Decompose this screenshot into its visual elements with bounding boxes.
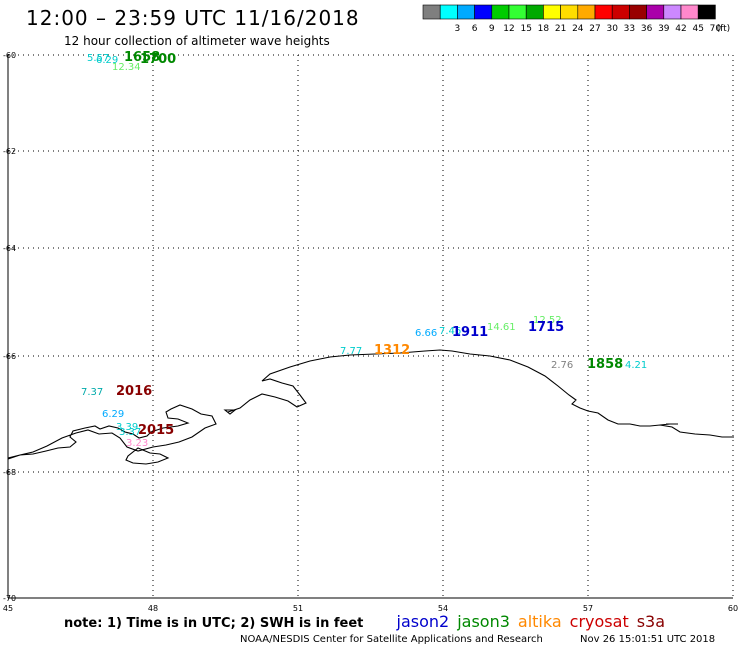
wave-observation-label: 1658 [124, 50, 160, 65]
lon-tick-label: 51 [293, 604, 303, 613]
map-subtitle: 12 hour collection of altimeter wave hei… [64, 34, 330, 48]
colorbar-swatch [577, 4, 596, 20]
colorbar-swatch [543, 4, 561, 20]
lat-tick-label: -66 [3, 352, 16, 361]
timestamp-text: Nov 26 15:01:51 UTC 2018 [580, 634, 716, 645]
wave-observation-label: 3.37 [119, 427, 141, 438]
satellite-legend: jason2 jason3 altika cryosat s3a [397, 612, 674, 631]
colorbar-swatch [474, 4, 493, 20]
lon-tick-label: 54 [438, 604, 448, 613]
wave-observation-label: 1911 [452, 325, 488, 340]
lat-tick-label: -64 [3, 244, 16, 253]
wave-observation-label: 14.61 [487, 322, 516, 333]
wave-observation-label: 6.29 [102, 409, 124, 420]
wave-observation-label: 6.66 [415, 328, 437, 339]
colorbar-swatch [629, 4, 647, 20]
colorbar-swatch [422, 4, 441, 20]
lon-tick-label: 60 [728, 604, 738, 613]
colorbar-legend: 3 6 9 12 15 18 21 24 27 30 33 36 39 42 45 70(ft) [422, 4, 731, 34]
colorbar-unit: (ft) [717, 24, 731, 34]
colorbar-tick-label: 70 [710, 24, 722, 34]
satellite-legend-item: cryosat [569, 612, 629, 631]
wave-observation-label: 7.46 [439, 326, 461, 337]
colorbar-tick-label: 27 [589, 24, 600, 34]
graticule: 45 48 51 54 57 60 -60 -62 -64 -66 -68 -70 [3, 51, 738, 613]
colorbar-tick-label: 3 [455, 24, 461, 34]
wave-observation-label: 6.29 [96, 55, 118, 66]
wave-observation-label: 1715 [528, 320, 564, 335]
wave-observation-label: 12.34 [112, 62, 141, 73]
satellite-legend-item: jason3 [457, 612, 510, 631]
colorbar-swatch [697, 4, 716, 20]
wave-observation-label: 1312 [374, 343, 410, 358]
lon-tick-label: 45 [3, 604, 13, 613]
colorbar-swatch [439, 4, 458, 20]
colorbar-swatch [663, 4, 682, 20]
wave-observation-label: 7.77 [340, 346, 362, 357]
wave-observation-label: 1858 [587, 357, 623, 372]
colorbar-tick-label: 39 [658, 24, 670, 34]
colorbar-tick-label: 12 [503, 24, 514, 34]
colorbar-swatch [525, 4, 544, 20]
footer-note: note: 1) Time is in UTC; 2) SWH is in fe… [64, 616, 364, 631]
wave-observation-label: 3.39 [116, 422, 138, 433]
colorbar-tick-label: 9 [489, 24, 495, 34]
lat-tick-label: -62 [3, 147, 16, 156]
wave-observation-label: 2016 [116, 384, 152, 399]
colorbar-tick-label: 6 [472, 24, 478, 34]
colorbar-swatch [611, 4, 630, 20]
colorbar-tick-label: 33 [624, 24, 635, 34]
colorbar-tick-label: 30 [606, 24, 618, 34]
colorbar-swatch [560, 4, 579, 20]
lat-tick-label: -68 [3, 468, 16, 477]
colorbar-swatch [646, 4, 665, 20]
colorbar-swatch [508, 4, 527, 20]
colorbar-tick-label: 15 [520, 24, 531, 34]
wave-observation-label: 7.37 [81, 387, 103, 398]
coast-fragments [223, 409, 678, 426]
lat-tick-label: -60 [3, 51, 16, 60]
colorbar-swatch [680, 4, 699, 20]
satellite-legend-item: altika [517, 612, 562, 631]
map-title: 12:00 – 23:59 UTC 11/16/2018 [26, 6, 360, 30]
satellite-legend-item: jason2 [396, 612, 450, 631]
lat-tick-label: -70 [3, 594, 16, 603]
colorbar-tick-label: 36 [641, 24, 653, 34]
antarctic-coastline [7, 349, 734, 465]
lon-tick-label: 48 [148, 604, 158, 613]
colorbar-swatch [594, 4, 613, 20]
wave-observation-label: 1700 [140, 52, 176, 67]
colorbar-tick-label: 18 [538, 24, 550, 34]
lon-tick-label: 57 [583, 604, 593, 613]
footer-line: note: 1) Time is in UTC; 2) SWH is in fe… [64, 612, 673, 631]
wave-observation-label: 2015 [138, 423, 174, 438]
colorbar-tick-label: 42 [675, 24, 686, 34]
colorbar-tick-label: 24 [572, 24, 584, 34]
credit-text: NOAA/NESDIS Center for Satellite Applica… [240, 634, 543, 645]
wave-observation-label: 4.21 [625, 360, 647, 371]
wave-observation-label: 2.76 [551, 360, 573, 371]
colorbar-tick-label: 21 [555, 24, 566, 34]
wave-observation-label: 12.52 [533, 315, 562, 326]
wave-observation-label: 5.57 [87, 53, 109, 64]
colorbar-swatch [457, 4, 475, 20]
wave-observation-label: 3.23 [126, 438, 148, 449]
colorbar-tick-label: 45 [692, 24, 703, 34]
satellite-legend-item: s3a [636, 612, 666, 631]
colorbar-swatch [491, 4, 510, 20]
